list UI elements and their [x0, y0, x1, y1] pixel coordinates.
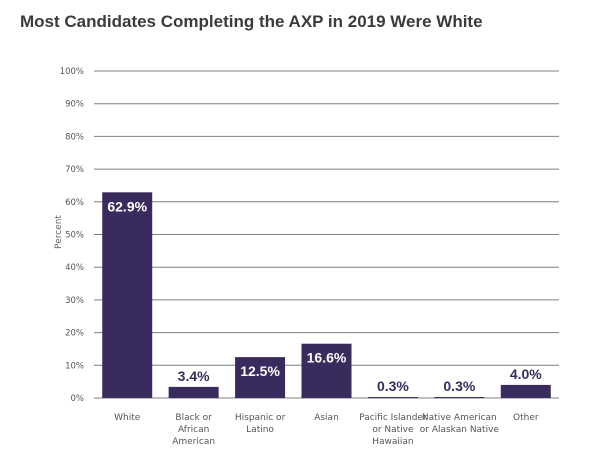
- x-tick-label: Pacific Islander or Native Hawaiian: [359, 413, 427, 447]
- bar: [168, 386, 219, 398]
- y-tick-label: 80%: [65, 132, 84, 142]
- x-tick-label: Other: [513, 413, 539, 423]
- data-label: 62.9%: [107, 198, 147, 214]
- y-tick-label: 20%: [65, 329, 84, 339]
- data-label: 0.3%: [377, 378, 409, 394]
- data-label: 12.5%: [240, 363, 280, 379]
- bar: [235, 357, 286, 398]
- x-tick-label: Hispanic or Latino: [235, 413, 286, 435]
- y-tick-label: 30%: [65, 296, 84, 306]
- y-tick-label: 90%: [65, 100, 84, 110]
- data-label: 4.0%: [510, 366, 542, 382]
- chart-title: Most Candidates Completing the AXP in 20…: [20, 12, 483, 31]
- data-label: 0.3%: [443, 378, 475, 394]
- bars: [102, 192, 551, 399]
- bar: [500, 384, 551, 398]
- y-tick-label: 0%: [71, 394, 85, 404]
- y-tick-label: 10%: [65, 361, 84, 371]
- data-label: 3.4%: [178, 368, 210, 384]
- x-tick-label: Native American or Alaskan Native: [420, 413, 500, 435]
- bar: [301, 343, 352, 398]
- y-tick-label: 40%: [65, 263, 84, 273]
- y-axis-label: Percent: [54, 215, 64, 249]
- y-tick-label: 60%: [65, 198, 84, 208]
- data-label: 16.6%: [307, 350, 347, 366]
- y-tick-label: 70%: [65, 165, 84, 175]
- x-tick-label: White: [114, 413, 141, 423]
- y-tick-label: 50%: [65, 231, 84, 241]
- x-tick-label: Black or African American: [172, 413, 215, 447]
- x-axis-categories: White Black or African American Hispanic or L…: [114, 413, 539, 447]
- bar: [367, 397, 418, 399]
- x-tick-label: Asian: [314, 413, 339, 423]
- y-tick-label: 100%: [60, 67, 84, 77]
- y-axis-ticks: 0% 10% 20% 30% 40% 50% 60% 70% 80% 90% 100%: [60, 67, 84, 404]
- bar: [434, 397, 485, 399]
- data-labels: 62.9% 3.4% 12.5% 16.6% 0.3% 0.3% 4.0%: [107, 198, 542, 394]
- bar: [102, 192, 153, 398]
